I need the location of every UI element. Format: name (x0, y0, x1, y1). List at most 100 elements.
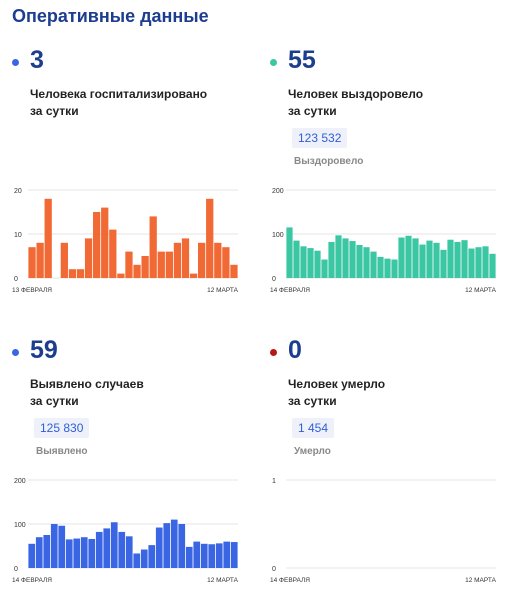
bar (230, 542, 238, 568)
bar (88, 538, 96, 568)
bar (489, 253, 496, 278)
bar (335, 235, 342, 278)
cases-total: 125 830 (34, 418, 90, 438)
bar (321, 259, 328, 278)
bar (170, 519, 178, 568)
y-tick-label: 20 (14, 188, 22, 195)
bar (215, 543, 223, 568)
bar (43, 535, 51, 568)
bar (148, 545, 156, 568)
cases-description: Выявлено случаев за сутки (30, 376, 230, 410)
y-tick-label: 100 (272, 232, 284, 239)
x-start-label: 14 ФЕВРАЛЯ (12, 577, 52, 584)
bar (405, 235, 412, 278)
bar (482, 246, 489, 278)
bar (110, 522, 118, 568)
cases-desc-line2: за сутки (30, 394, 79, 408)
bar (398, 237, 405, 278)
bar (80, 537, 88, 568)
bar (95, 531, 103, 568)
bar (293, 240, 300, 278)
bar (125, 536, 133, 568)
x-start-label: 13 ФЕВРАЛЯ (12, 287, 52, 294)
deaths-total: 1 454 (292, 418, 335, 438)
y-tick-label: 10 (14, 232, 22, 239)
bar (461, 240, 468, 278)
bar (157, 251, 165, 278)
bar (118, 531, 126, 568)
bar (173, 242, 182, 278)
bar (377, 256, 384, 278)
bar (58, 525, 66, 568)
bar (454, 241, 461, 278)
x-start-label: 14 ФЕВРАЛЯ (270, 577, 310, 584)
bar (163, 523, 171, 568)
bar (125, 251, 133, 278)
bar (185, 546, 193, 568)
bar (60, 242, 68, 278)
cases-value: 59 (30, 336, 58, 364)
bar (109, 229, 117, 278)
bar (356, 245, 363, 278)
bar (384, 258, 391, 278)
bar (286, 227, 293, 278)
bar (328, 241, 335, 278)
bar (314, 250, 321, 278)
bar (28, 247, 36, 278)
bar (181, 238, 190, 278)
recovered-desc-line1: Человек выздоровело (288, 87, 424, 101)
deaths-desc-line2: за сутки (288, 394, 337, 408)
bar (363, 247, 370, 278)
bar (93, 212, 101, 278)
bar (222, 247, 230, 278)
y-tick-label: 0 (14, 276, 18, 283)
cases-panel: 59 Выявлено случаев за сутки 125 830 Выя… (4, 330, 244, 610)
deaths-value: 0 (288, 336, 302, 364)
bar (419, 244, 426, 278)
recovered-total-label: Выздоровело (294, 156, 364, 167)
x-end-label: 12 МАРТА (465, 287, 497, 294)
bar (133, 264, 141, 278)
recovered-panel: 55 Человек выздоровело за сутки 123 532 … (262, 40, 502, 320)
hospitalized-value: 3 (30, 46, 44, 74)
hospitalized-panel: 3 Человека госпитализировано за сутки 0 1… (4, 40, 244, 320)
y-tick-label: 0 (272, 566, 276, 573)
deaths-chart: 0 1 14 ФЕВРАЛЯ 12 МАРТА (270, 478, 497, 584)
deaths-dot (270, 349, 277, 356)
bar (208, 544, 216, 568)
y-tick-label: 1 (272, 478, 276, 485)
y-tick-label: 200 (272, 188, 284, 195)
bar (433, 242, 440, 278)
x-start-label: 14 ФЕВРАЛЯ (270, 287, 310, 294)
recovered-value: 55 (288, 46, 316, 74)
bar (35, 537, 43, 568)
bar (117, 273, 125, 278)
bar (206, 198, 214, 278)
bar (50, 524, 58, 568)
bar (101, 207, 109, 278)
bar (133, 553, 141, 568)
y-tick-label: 100 (14, 522, 26, 529)
recovered-desc-line2: за сутки (288, 104, 337, 118)
bar (28, 543, 36, 568)
bar (475, 247, 482, 278)
bar (349, 241, 356, 278)
bar (426, 240, 433, 278)
y-tick-label: 0 (14, 566, 18, 573)
bar (198, 242, 206, 278)
bar (103, 528, 111, 568)
bar (223, 541, 231, 568)
bar (155, 527, 163, 568)
deaths-desc-line1: Человек умерло (288, 377, 386, 391)
bar (165, 251, 173, 278)
bar (84, 238, 93, 278)
bar (140, 549, 148, 568)
bar (307, 248, 314, 278)
bar (141, 256, 149, 278)
page-title: Оперативные данные (12, 6, 209, 26)
bar (468, 248, 475, 278)
hospitalized-desc-line2: за сутки (30, 104, 79, 118)
hospitalized-chart: 0 10 20 13 ФЕВРАЛЯ 12 МАРТА (12, 188, 239, 294)
bar (447, 239, 454, 278)
cases-desc-line1: Выявлено случаев (30, 377, 144, 391)
